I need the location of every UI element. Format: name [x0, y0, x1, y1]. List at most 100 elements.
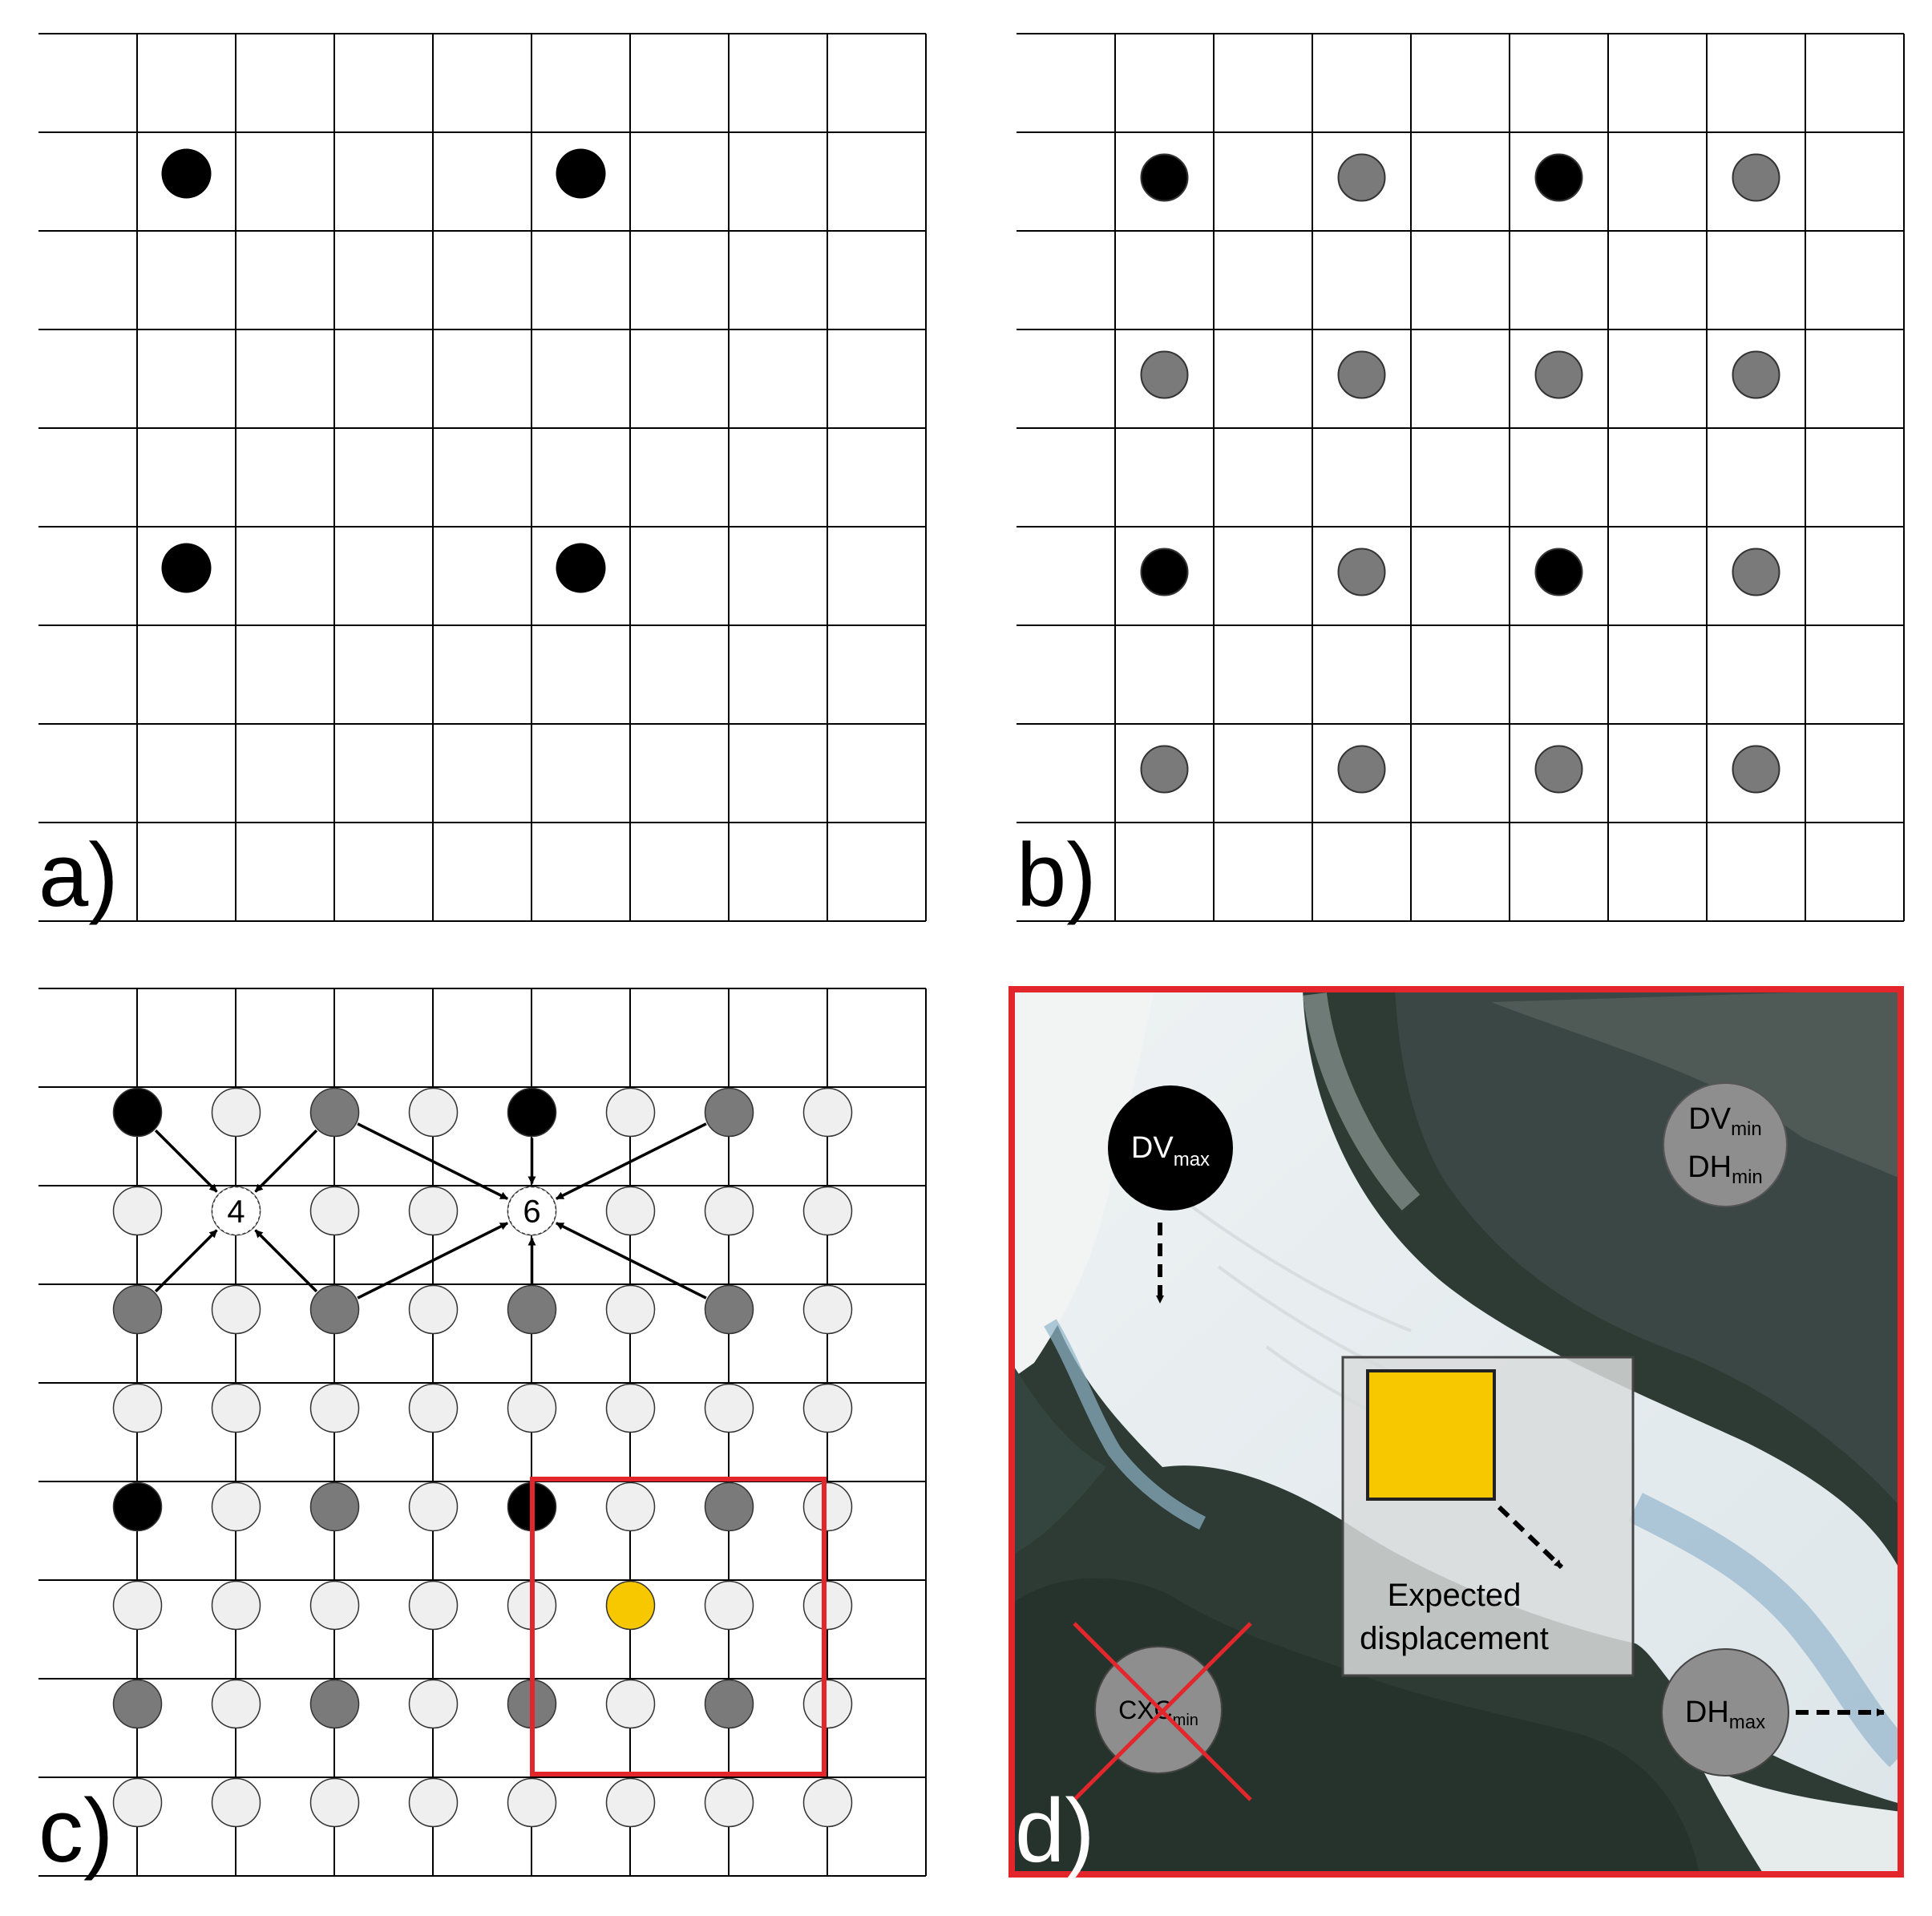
- grey-point: [1337, 548, 1386, 596]
- light-point: [211, 1580, 261, 1631]
- black-point: [556, 148, 606, 199]
- light-point: [802, 1679, 853, 1729]
- neighbor-arrow: [556, 1222, 707, 1300]
- panel-d-frame: [1008, 986, 1904, 1878]
- light-point: [408, 1087, 459, 1138]
- light-point: [802, 1383, 853, 1433]
- black-point: [112, 1087, 163, 1138]
- black-point: [1140, 548, 1189, 596]
- light-point: [802, 1087, 853, 1138]
- light-point: [605, 1383, 656, 1433]
- interp-point-4: [211, 1186, 261, 1236]
- points-a: [161, 148, 606, 593]
- grey-point: [1534, 745, 1583, 794]
- light-point: [704, 1580, 754, 1631]
- dh-min-label: DHmin: [1687, 1150, 1763, 1188]
- neighbor-arrow: [357, 1122, 508, 1200]
- grey-point: [1337, 153, 1386, 202]
- panel-c: 4 6 c): [38, 988, 927, 1881]
- grey-point: [1337, 350, 1386, 399]
- black-point: [161, 148, 212, 199]
- light-point: [802, 1481, 853, 1532]
- panel-b-label: b): [1017, 825, 1097, 925]
- light-point: [704, 1777, 754, 1828]
- template-window: [1366, 1369, 1496, 1501]
- dh-max-circle: [1661, 1648, 1789, 1777]
- grey-point: [507, 1284, 557, 1335]
- grey-point: [1732, 745, 1780, 794]
- light-point: [408, 1186, 459, 1236]
- neighbor-arrow: [357, 1222, 508, 1300]
- grey-point: [704, 1679, 754, 1729]
- grid-c: [38, 988, 927, 1877]
- light-point: [605, 1481, 656, 1532]
- panel-d: DVmax DVmin DHmin Expected displacement …: [1008, 986, 1904, 1881]
- interp-point-6: [507, 1186, 557, 1236]
- dv-max-circle: [1108, 1085, 1233, 1211]
- panel-b: b): [1017, 33, 1905, 925]
- light-point: [704, 1383, 754, 1433]
- grey-point: [1534, 350, 1583, 399]
- light-point: [408, 1284, 459, 1335]
- light-point: [408, 1383, 459, 1433]
- light-point: [112, 1186, 163, 1236]
- light-point: [211, 1679, 261, 1729]
- light-point: [211, 1087, 261, 1138]
- grey-point: [1732, 350, 1780, 399]
- panel-a: a): [38, 33, 927, 925]
- points-b: [1140, 153, 1780, 794]
- grey-point: [309, 1087, 360, 1138]
- grey-point: [309, 1284, 360, 1335]
- light-point: [802, 1777, 853, 1828]
- light-point: [309, 1186, 360, 1236]
- panel-c-label: c): [38, 1781, 113, 1881]
- dv-dh-min-circle: [1663, 1082, 1788, 1207]
- grey-point: [1732, 153, 1780, 202]
- light-point: [211, 1284, 261, 1335]
- dv-min-label: DVmin: [1688, 1102, 1761, 1140]
- light-point: [704, 1186, 754, 1236]
- dv-max-label: DVmax: [1131, 1131, 1210, 1170]
- grid-c-bg: [38, 988, 926, 1876]
- light-point: [507, 1777, 557, 1828]
- light-point: [605, 1087, 656, 1138]
- dh-max-label: DHmax: [1685, 1696, 1765, 1733]
- light-point: [211, 1777, 261, 1828]
- neighbor-arrow: [254, 1229, 318, 1293]
- light-point: [605, 1186, 656, 1236]
- grey-point: [1140, 745, 1189, 794]
- light-point: [408, 1679, 459, 1729]
- arrows-c: [154, 1122, 707, 1300]
- light-point: [408, 1777, 459, 1828]
- light-point: [802, 1186, 853, 1236]
- light-point: [112, 1383, 163, 1433]
- light-point: [211, 1383, 261, 1433]
- points-c: [112, 1087, 853, 1828]
- panel-a-label: a): [38, 825, 119, 925]
- neighbor-arrow: [154, 1129, 218, 1193]
- expected-line1: Expected: [1388, 1578, 1522, 1613]
- neighbor-arrow: [154, 1229, 218, 1293]
- light-point: [309, 1580, 360, 1631]
- light-point: [605, 1777, 656, 1828]
- light-point: [802, 1580, 853, 1631]
- grey-point: [112, 1284, 163, 1335]
- black-point: [507, 1087, 557, 1138]
- yellow-point: [605, 1580, 656, 1631]
- grey-point: [1337, 745, 1386, 794]
- light-point: [309, 1383, 360, 1433]
- grey-point: [112, 1679, 163, 1729]
- number-4: 4: [227, 1194, 245, 1230]
- light-point: [408, 1580, 459, 1631]
- light-point: [605, 1679, 656, 1729]
- grey-point: [704, 1284, 754, 1335]
- light-point: [605, 1284, 656, 1335]
- neighbor-arrow: [556, 1122, 707, 1200]
- panel-d-label: d): [1015, 1781, 1095, 1881]
- grey-point: [309, 1481, 360, 1532]
- light-point: [802, 1284, 853, 1335]
- black-point: [161, 543, 212, 593]
- black-point: [1140, 153, 1189, 202]
- black-point: [1534, 153, 1583, 202]
